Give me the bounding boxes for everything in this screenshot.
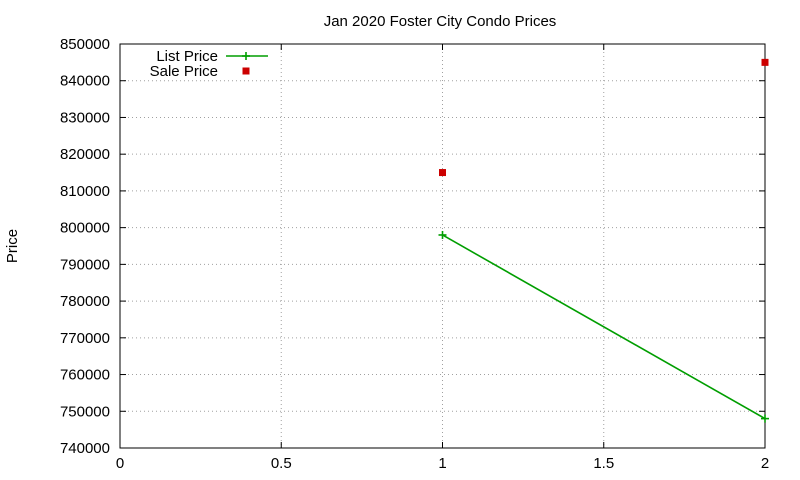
axis-ticks: 740000 750000 760000 770000 780000 790000 8000… xyxy=(60,36,769,472)
y-tick-label: 780000 xyxy=(60,293,110,310)
y-tick-label: 750000 xyxy=(60,403,110,420)
y-tick-label: 810000 xyxy=(60,183,110,200)
y-tick-label: 850000 xyxy=(60,36,110,53)
legend-cross-swatch xyxy=(242,52,250,60)
legend-label: List Price xyxy=(156,48,218,65)
list-price-point xyxy=(438,230,447,239)
x-tick-label: 1 xyxy=(438,455,446,472)
y-tick-label: 830000 xyxy=(60,109,110,126)
x-tick-label: 2 xyxy=(761,455,769,472)
grid-lines xyxy=(120,44,765,448)
y-tick-label: 740000 xyxy=(60,440,110,457)
y-tick-label: 800000 xyxy=(60,220,110,237)
sale-price-point xyxy=(761,58,769,66)
sale-price-point xyxy=(439,169,446,177)
list-price-line xyxy=(442,234,766,420)
x-tick-label: 1.5 xyxy=(593,455,614,472)
y-tick-label: 790000 xyxy=(60,256,110,273)
legend-square-swatch xyxy=(242,67,250,75)
y-tick-label: 770000 xyxy=(60,330,110,347)
x-tick-label: 0.5 xyxy=(271,455,292,472)
y-tick-label: 820000 xyxy=(60,146,110,163)
x-tick-label: 0 xyxy=(116,455,124,472)
data-series xyxy=(438,58,769,423)
y-tick-label: 760000 xyxy=(60,367,110,384)
y-tick-label: 840000 xyxy=(60,73,110,90)
plot-border xyxy=(119,43,766,449)
list-price-point xyxy=(761,414,769,423)
y-axis-label: Price xyxy=(4,229,21,263)
legend-label: Sale Price xyxy=(150,63,218,80)
chart-title: Jan 2020 Foster City Condo Prices xyxy=(324,13,557,30)
